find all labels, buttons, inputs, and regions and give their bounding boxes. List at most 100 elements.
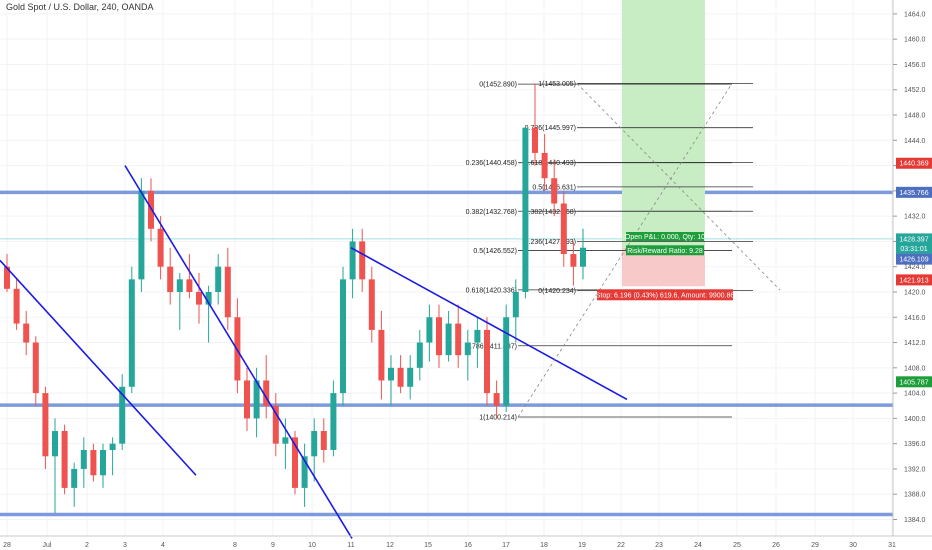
candle-body [272, 405, 279, 444]
price-tick-label: 1400.0 [904, 416, 926, 423]
time-tick-label: 28 [3, 542, 11, 549]
candle-body [263, 380, 270, 406]
candle-body [4, 266, 10, 289]
fib-level-label: 0.236(1440.458) [466, 160, 517, 167]
candle-body [100, 449, 106, 476]
price-badge-text: 1421.913 [899, 277, 928, 284]
time-scale[interactable]: 28 Jul 2 3 4 8 9 10 11 12 15 16 17 18 19 22 23 24 25 26 29 30… [3, 542, 896, 549]
candle-body [340, 279, 346, 394]
candle-body [205, 291, 212, 305]
candle-body [570, 254, 577, 267]
price-tick-label: 1424.0 [904, 264, 926, 271]
price-badge: 03:31:01 [896, 242, 932, 254]
price-badge: 1440.369 [896, 157, 932, 169]
candle-body [167, 266, 174, 292]
candles [4, 83, 586, 514]
candle-body [80, 449, 87, 469]
candle-body [253, 380, 260, 419]
stop-label-text: Stop: 6.196 (0.43%) 619.6, Amount: 9900.… [596, 292, 735, 299]
stop-label-bg [597, 289, 733, 301]
price-badge: 1428.397 [896, 233, 932, 245]
price-badge-bg [896, 186, 932, 198]
candle-body [416, 342, 423, 368]
candle-body [320, 431, 327, 450]
time-tick-label: 26 [772, 542, 780, 549]
candle-body [138, 190, 145, 280]
price-badge-text: 1435.766 [899, 190, 928, 197]
price-scale[interactable]: 1384.0 1388.0 1392.0 1396.0 1400.0 1404.0 1408… [893, 0, 932, 524]
stop-label: Stop: 6.196 (0.43%) 619.6, Amount: 9900.… [596, 289, 735, 301]
price-badge: 1435.766 [896, 186, 932, 198]
fib-level-label: 1(1400.214) [479, 415, 517, 422]
time-tick-label: 24 [694, 542, 702, 549]
price-tick-label: 1396.0 [904, 441, 926, 448]
candle-body [560, 203, 567, 255]
fib-level-label: 0(1420.234) [538, 288, 576, 295]
time-tick-label: Jul [43, 542, 52, 549]
price-tick-label: 1460.0 [904, 37, 926, 44]
candle-body [464, 342, 471, 356]
price-tick-label: 1384.0 [904, 517, 926, 524]
open-pnl-label: Open P&L: 0.000, Qty: 10 [625, 231, 705, 241]
candle-body [551, 178, 558, 204]
fib-level-label: 0.236(1427.993) [525, 239, 576, 246]
candle-body [388, 367, 394, 381]
target-zone[interactable] [622, 0, 705, 248]
price-tick-label: 1432.0 [904, 214, 926, 221]
trend-line[interactable] [124, 165, 353, 539]
chart-labels: Target: 57.491 (4.03%) 5749.1, Amount: 1… [596, 231, 735, 301]
candle-body [42, 393, 49, 457]
candle-body [330, 393, 337, 450]
trend-line[interactable] [350, 247, 628, 401]
price-badge-text: 1426.109 [899, 257, 928, 264]
time-tick-label: 10 [308, 542, 316, 549]
candle-body [349, 241, 356, 280]
time-tick-label: 4 [161, 542, 165, 549]
open-pnl-bg [626, 231, 704, 241]
price-tick-label: 1444.0 [904, 138, 926, 145]
fib-trend-dashed [576, 83, 781, 291]
candle-body [128, 279, 135, 387]
price-tick-label: 1408.0 [904, 365, 926, 372]
price-badge-text: 1405.787 [899, 379, 928, 386]
risk-reward-bg [626, 245, 704, 256]
candle-body [397, 367, 404, 387]
time-tick-label: 11 [347, 542, 354, 549]
candle-body [503, 317, 510, 406]
fib-trend-dashed [517, 83, 733, 418]
fib-level-label: 0.786(1445.997) [525, 125, 576, 132]
candle-body [445, 323, 452, 356]
price-badge-text: 03:31:01 [900, 246, 927, 253]
candle-body [484, 329, 490, 394]
candle-body [90, 449, 97, 476]
price-tick-label: 1416.0 [904, 315, 926, 322]
price-tick-label: 1420.0 [904, 289, 926, 296]
price-badge-bg [896, 157, 932, 169]
price-tick-label: 1404.0 [904, 391, 926, 398]
price-tick-label: 1464.0 [904, 11, 926, 18]
candle-body [522, 127, 529, 292]
time-tick-label: 29 [811, 542, 819, 549]
position-zones [622, 0, 705, 287]
candle-body [407, 367, 414, 387]
time-tick-label: 12 [386, 542, 394, 549]
candle-body [378, 329, 385, 381]
candle-body [532, 127, 538, 153]
candle-body [119, 386, 126, 444]
time-tick-label: 2 [85, 542, 89, 549]
time-tick-label: 22 [617, 542, 625, 549]
candle-body [512, 291, 519, 318]
price-badge: 1426.109 [896, 253, 932, 265]
time-tick-label: 16 [464, 542, 472, 549]
fib-level-label: 0.786(1411.487) [466, 343, 517, 350]
trend-line[interactable] [0, 259, 197, 476]
candle-body [311, 431, 318, 457]
fib-level-label: 0.5(1426.552) [473, 248, 517, 255]
candle-body [292, 437, 298, 488]
candle-body [61, 431, 68, 488]
candle-body [244, 380, 250, 419]
risk-reward-label: Risk/Reward Ratio: 9.28 [626, 245, 704, 256]
price-tick-label: 1452.0 [904, 87, 926, 94]
time-tick-label: 19 [578, 542, 586, 549]
